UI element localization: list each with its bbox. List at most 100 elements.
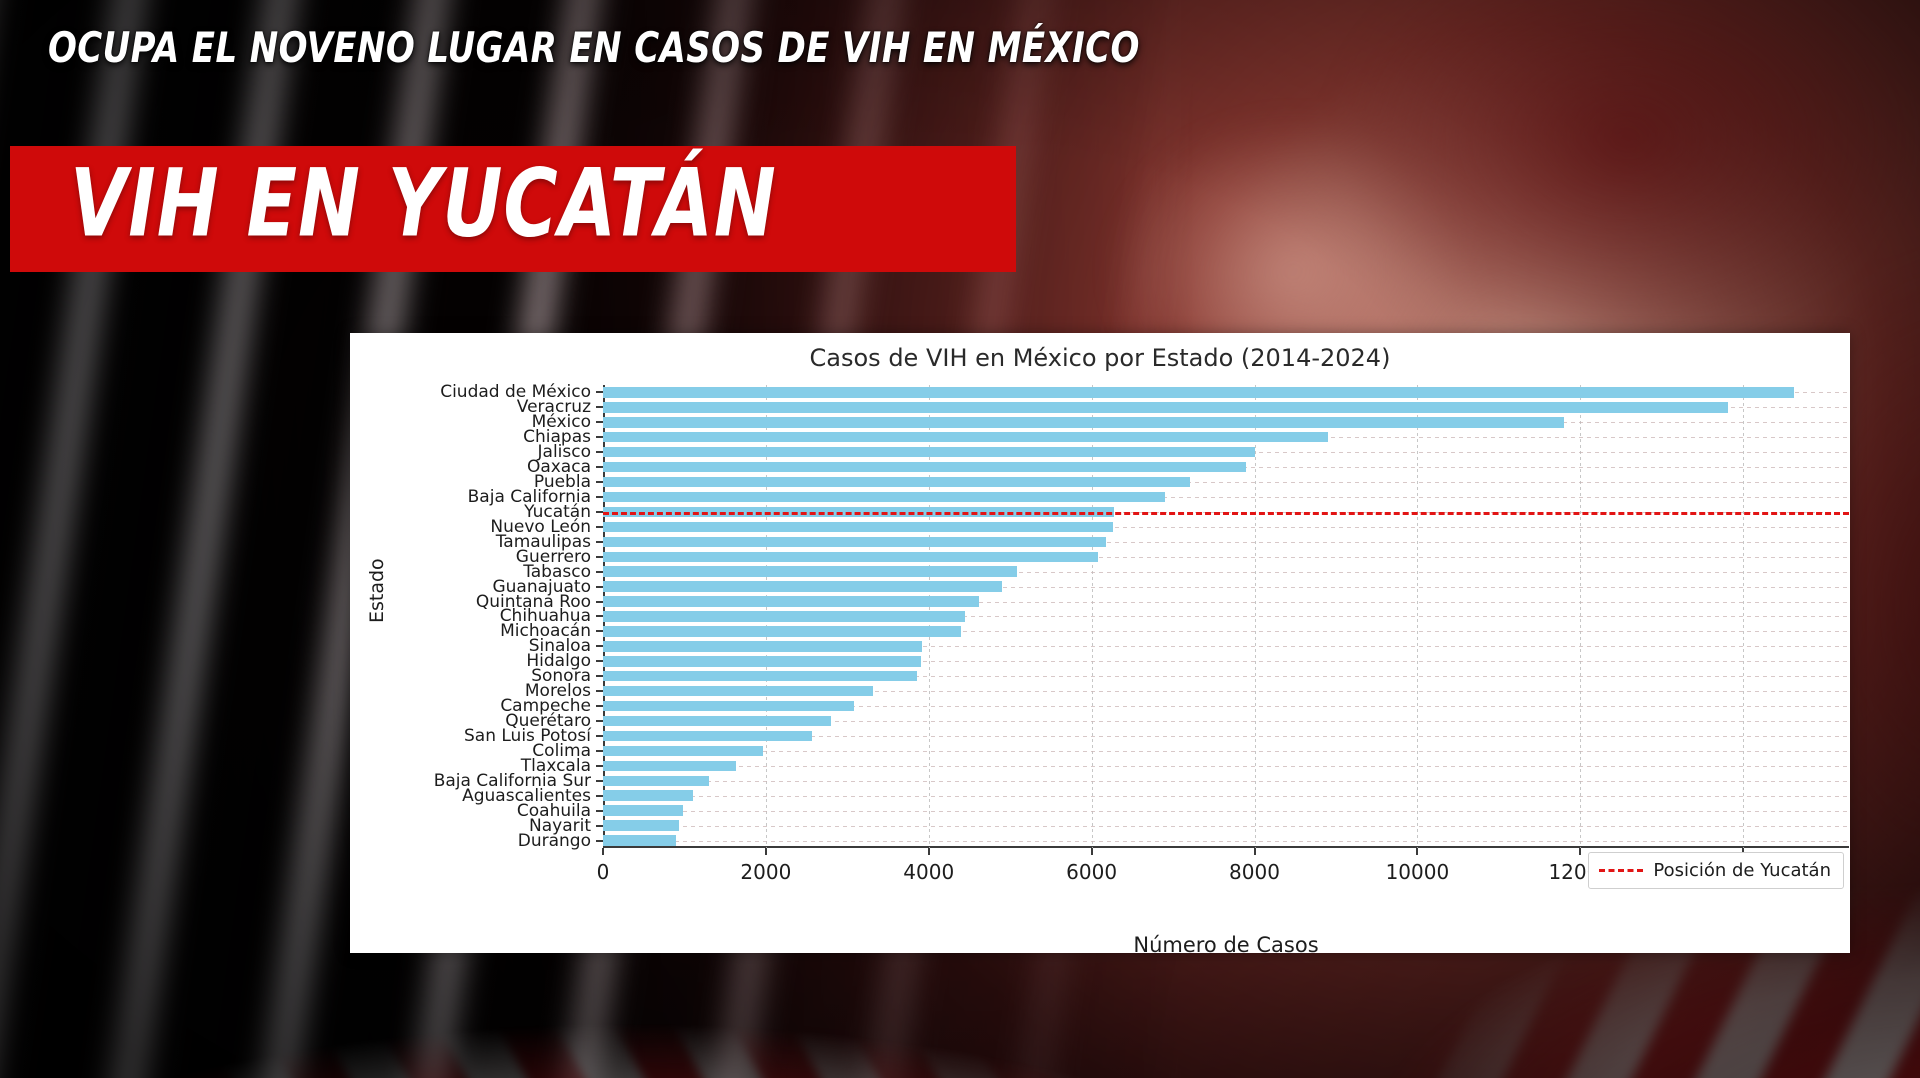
bar xyxy=(603,596,980,607)
x-tick-label: 8000 xyxy=(1229,860,1280,884)
bar xyxy=(603,715,832,727)
bar-row: Morelos xyxy=(525,681,1849,701)
y-tick xyxy=(596,615,603,618)
row-gridline xyxy=(603,541,1849,543)
bar xyxy=(603,805,683,816)
bar xyxy=(603,432,1328,443)
y-tick xyxy=(596,690,603,693)
bar xyxy=(603,491,1165,503)
bar-row: Querétaro xyxy=(505,711,1849,731)
y-tick-label: Veracruz xyxy=(516,397,591,418)
bar-row: Puebla xyxy=(534,472,1849,492)
y-tick-label: Oaxaca xyxy=(526,457,591,478)
row-gridline xyxy=(603,691,1849,693)
bar xyxy=(603,461,1246,473)
y-tick-label: Puebla xyxy=(533,472,591,493)
y-tick-label: Guanajuato xyxy=(492,576,591,597)
y-tick-label: Guerrero xyxy=(515,546,591,567)
plot-area: Ciudad de México Veracruz México Chiapas Jal… xyxy=(434,382,1849,884)
y-tick-label: San Luis Potosí xyxy=(463,725,591,746)
bar-row: Tamaulipas xyxy=(496,532,1849,552)
chart-card: Casos de VIH en México por Estado (2014-… xyxy=(350,333,1850,957)
x-tick xyxy=(1742,848,1745,855)
bar-row: Nayarit xyxy=(529,816,1849,836)
y-tick-label: Tabasco xyxy=(523,561,591,582)
y-tick-label: Tlaxcala xyxy=(520,755,591,776)
bar xyxy=(603,387,1794,398)
bar xyxy=(603,476,1191,488)
row-gridline xyxy=(603,571,1849,573)
y-tick-label: Quintana Roo xyxy=(475,591,591,612)
bar xyxy=(603,402,1728,413)
y-tick xyxy=(596,720,603,723)
y-tick xyxy=(596,764,603,767)
chart-legend: Posición de Yucatán xyxy=(1588,852,1844,889)
bar-row: Chihuahua xyxy=(500,606,1849,626)
x-axis-spine xyxy=(603,846,1849,848)
bar xyxy=(603,700,854,712)
y-tick-label: Chiapas xyxy=(523,427,591,448)
bar-row: Colima xyxy=(532,741,1849,761)
kicker-text: OCUPA EL NOVENO LUGAR EN CASOS DE VIH EN… xyxy=(48,24,1140,73)
bar xyxy=(603,790,693,801)
row-gridline xyxy=(603,661,1849,663)
y-tick xyxy=(596,496,603,498)
bar xyxy=(603,581,1003,592)
bar-row: Nuevo León xyxy=(490,517,1849,537)
bar-row: Campeche xyxy=(500,696,1849,716)
y-tick xyxy=(596,705,603,708)
x-tick-label: 4000 xyxy=(903,860,955,884)
bar-row: Hidalgo xyxy=(526,651,1849,671)
y-tick-label: Sinaloa xyxy=(528,636,591,657)
y-tick xyxy=(596,391,603,394)
bar xyxy=(603,611,966,622)
bar-row: San Luis Potosí xyxy=(464,726,1849,746)
bar-row: Baja California Sur xyxy=(434,771,1849,791)
y-tick xyxy=(596,794,603,797)
bar xyxy=(603,446,1256,458)
y-tick-label: Coahuila xyxy=(516,800,591,821)
y-tick xyxy=(596,645,603,648)
row-gridline xyxy=(603,556,1849,558)
y-tick-label: Querétaro xyxy=(505,711,591,732)
y-tick-label: Baja California xyxy=(467,487,591,507)
y-tick-label: México xyxy=(531,412,591,433)
bar-row: Guanajuato xyxy=(492,577,1849,597)
bar xyxy=(603,671,917,682)
x-tick-label: 10000 xyxy=(1385,860,1450,884)
bar-row: Sonora xyxy=(531,666,1849,686)
x-tick xyxy=(1090,848,1093,855)
row-gridline xyxy=(603,706,1849,708)
bar-row: Durango xyxy=(518,831,1849,851)
x-tick-label: 2000 xyxy=(740,860,792,884)
bar xyxy=(603,566,1017,577)
row-gridline xyxy=(603,840,1849,842)
row-gridline xyxy=(603,482,1849,484)
bar xyxy=(603,685,874,697)
y-tick-label: Sonora xyxy=(531,666,591,687)
x-tick xyxy=(1253,848,1256,855)
y-tick-label: Tamaulipas xyxy=(495,531,591,552)
row-gridline xyxy=(603,795,1849,797)
y-tick-label: Jalisco xyxy=(537,442,591,463)
y-tick xyxy=(596,421,603,424)
row-gridline xyxy=(603,721,1849,723)
row-gridline xyxy=(603,676,1849,678)
row-gridline xyxy=(603,825,1849,827)
bar xyxy=(603,730,813,742)
bar-row: Veracruz xyxy=(517,397,1849,417)
bar-row: Oaxaca xyxy=(527,457,1849,477)
bar-row: Baja California xyxy=(468,487,1849,507)
y-tick xyxy=(596,734,603,737)
bar-row: Jalisco xyxy=(538,442,1849,462)
y-tick xyxy=(596,406,603,409)
title-band xyxy=(10,146,1016,272)
bar xyxy=(603,656,922,667)
row-gridline xyxy=(603,616,1849,618)
bar xyxy=(603,745,763,757)
y-tick xyxy=(596,540,603,543)
bar-row: Michoacán xyxy=(500,621,1849,641)
x-axis-title: Número de Casos xyxy=(1133,933,1319,957)
y-tick-label: Chihuahua xyxy=(499,606,591,627)
